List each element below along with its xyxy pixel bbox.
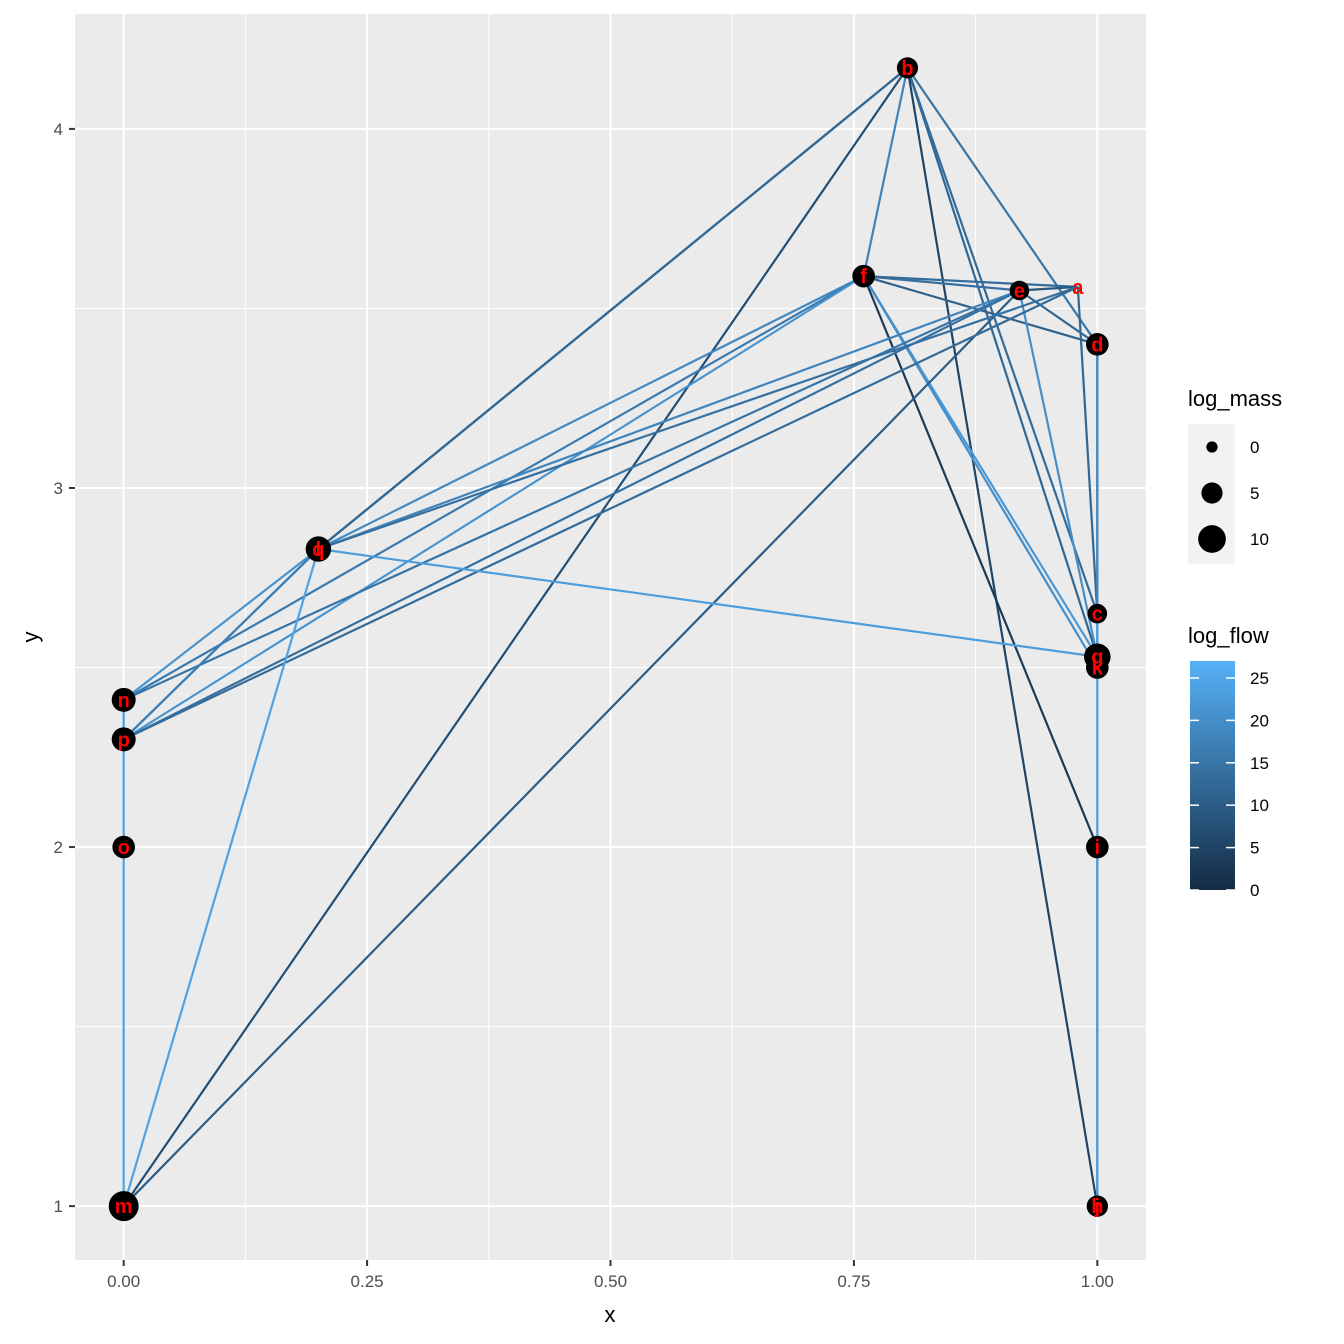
legend-log-mass-key (1206, 441, 1218, 453)
legend-log-mass-label: 10 (1250, 530, 1269, 549)
legend-log-flow-label: 5 (1250, 839, 1259, 858)
node-label-j: j (1094, 1196, 1101, 1218)
y-tick-label: 4 (54, 120, 63, 139)
edge-e-p (123, 289, 1020, 741)
edge-b-m (122, 67, 909, 1207)
node-o (112, 835, 135, 859)
edge-l-m (122, 548, 320, 1207)
node-label-q: q (312, 539, 324, 561)
node-label-o: o (118, 837, 130, 859)
legend-log-mass-key (1198, 525, 1226, 553)
edge-e-m (122, 289, 1021, 1207)
legend-log-flow-label: 20 (1250, 711, 1269, 730)
node-label-c: c (1092, 604, 1103, 626)
y-tick-label: 3 (54, 479, 63, 498)
node-d (1086, 333, 1109, 356)
nodes-layer (108, 57, 1111, 1222)
node-label-g: g (1091, 647, 1103, 669)
legend-log-flow-title: log_flow (1188, 623, 1269, 648)
node-label-h: h (1091, 1196, 1103, 1218)
edge-e-d (1018, 289, 1098, 346)
node-label-n: n (118, 690, 130, 712)
edge-a-l (318, 285, 1079, 551)
legend-log-mass-label: 5 (1250, 484, 1259, 503)
y-tick-label: 1 (54, 1197, 63, 1216)
node-n (111, 687, 136, 712)
edge-f-k (862, 275, 1099, 669)
node-label-a: a (1072, 277, 1084, 299)
edge-f-a (863, 275, 1078, 288)
node-label-m: m (115, 1196, 133, 1218)
node-f (852, 264, 875, 288)
edge-e-g (1018, 290, 1099, 657)
legend-log-flow-label: 0 (1250, 881, 1259, 900)
y-tick-label: 2 (54, 838, 63, 857)
node-q (305, 536, 332, 562)
edge-f-i (862, 275, 1099, 848)
node-label-e: e (1014, 280, 1025, 302)
x-tick-label: 0.25 (351, 1272, 384, 1291)
edge-b-c (906, 67, 1099, 615)
edge-b-j (906, 67, 1099, 1207)
node-i (1086, 835, 1109, 859)
edge-g-q (318, 547, 1098, 658)
legend-log-flow-colorbar (1190, 661, 1235, 890)
edge-f-l (317, 275, 865, 551)
node-c (1087, 603, 1108, 624)
edge-b-g (906, 67, 1099, 658)
x-tick-label: 0.75 (837, 1272, 870, 1291)
edge-b-f (862, 67, 909, 277)
legend-log-flow-label: 15 (1250, 754, 1269, 773)
edge-a-c (1076, 286, 1099, 614)
legend-log-flow-label: 10 (1250, 796, 1269, 815)
edges-layer (122, 67, 1099, 1207)
node-label-i: i (1095, 837, 1101, 859)
node-e (1009, 280, 1030, 301)
node-label-p: p (118, 729, 130, 751)
legend-log-flow: log_flow 0 5 10 15 20 25 (1188, 623, 1269, 900)
legend-log-mass-key (1201, 482, 1223, 504)
edge-l-n (123, 548, 320, 701)
node-label-b: b (901, 58, 913, 80)
legend-log-mass: log_mass 0 5 10 (1188, 386, 1282, 564)
node-k (1086, 656, 1109, 679)
legend-log-flow-label: 25 (1250, 669, 1269, 688)
edge-e-q (318, 289, 1020, 551)
x-tick-label: 1.00 (1081, 1272, 1114, 1291)
x-axis-title: x (605, 1302, 616, 1327)
edge-b-d (906, 67, 1099, 345)
legend-log-mass-title: log_mass (1188, 386, 1282, 411)
node-labels-layer: a b c d e f g h i j k l m n o p q (115, 58, 1104, 1218)
edge-q-p (122, 548, 320, 741)
y-axis: 1 2 3 4 (54, 120, 75, 1216)
x-tick-label: 0.50 (594, 1272, 627, 1291)
node-label-k: k (1092, 658, 1104, 680)
edge-b-q (317, 67, 909, 550)
node-b (896, 57, 919, 79)
edge-f-p (123, 275, 865, 741)
edge-a-p (123, 285, 1079, 741)
node-p (111, 727, 136, 752)
node-label-d: d (1091, 334, 1103, 356)
legend-log-mass-label: 0 (1250, 438, 1259, 457)
x-tick-label: 0.00 (107, 1272, 140, 1291)
node-m (108, 1191, 139, 1222)
node-label-f: f (860, 266, 867, 288)
y-axis-title: y (18, 632, 43, 643)
node-label-l: l (316, 539, 322, 561)
x-axis: 0.00 0.25 0.50 0.75 1.00 (107, 1260, 1114, 1291)
node-j (1086, 1195, 1108, 1217)
